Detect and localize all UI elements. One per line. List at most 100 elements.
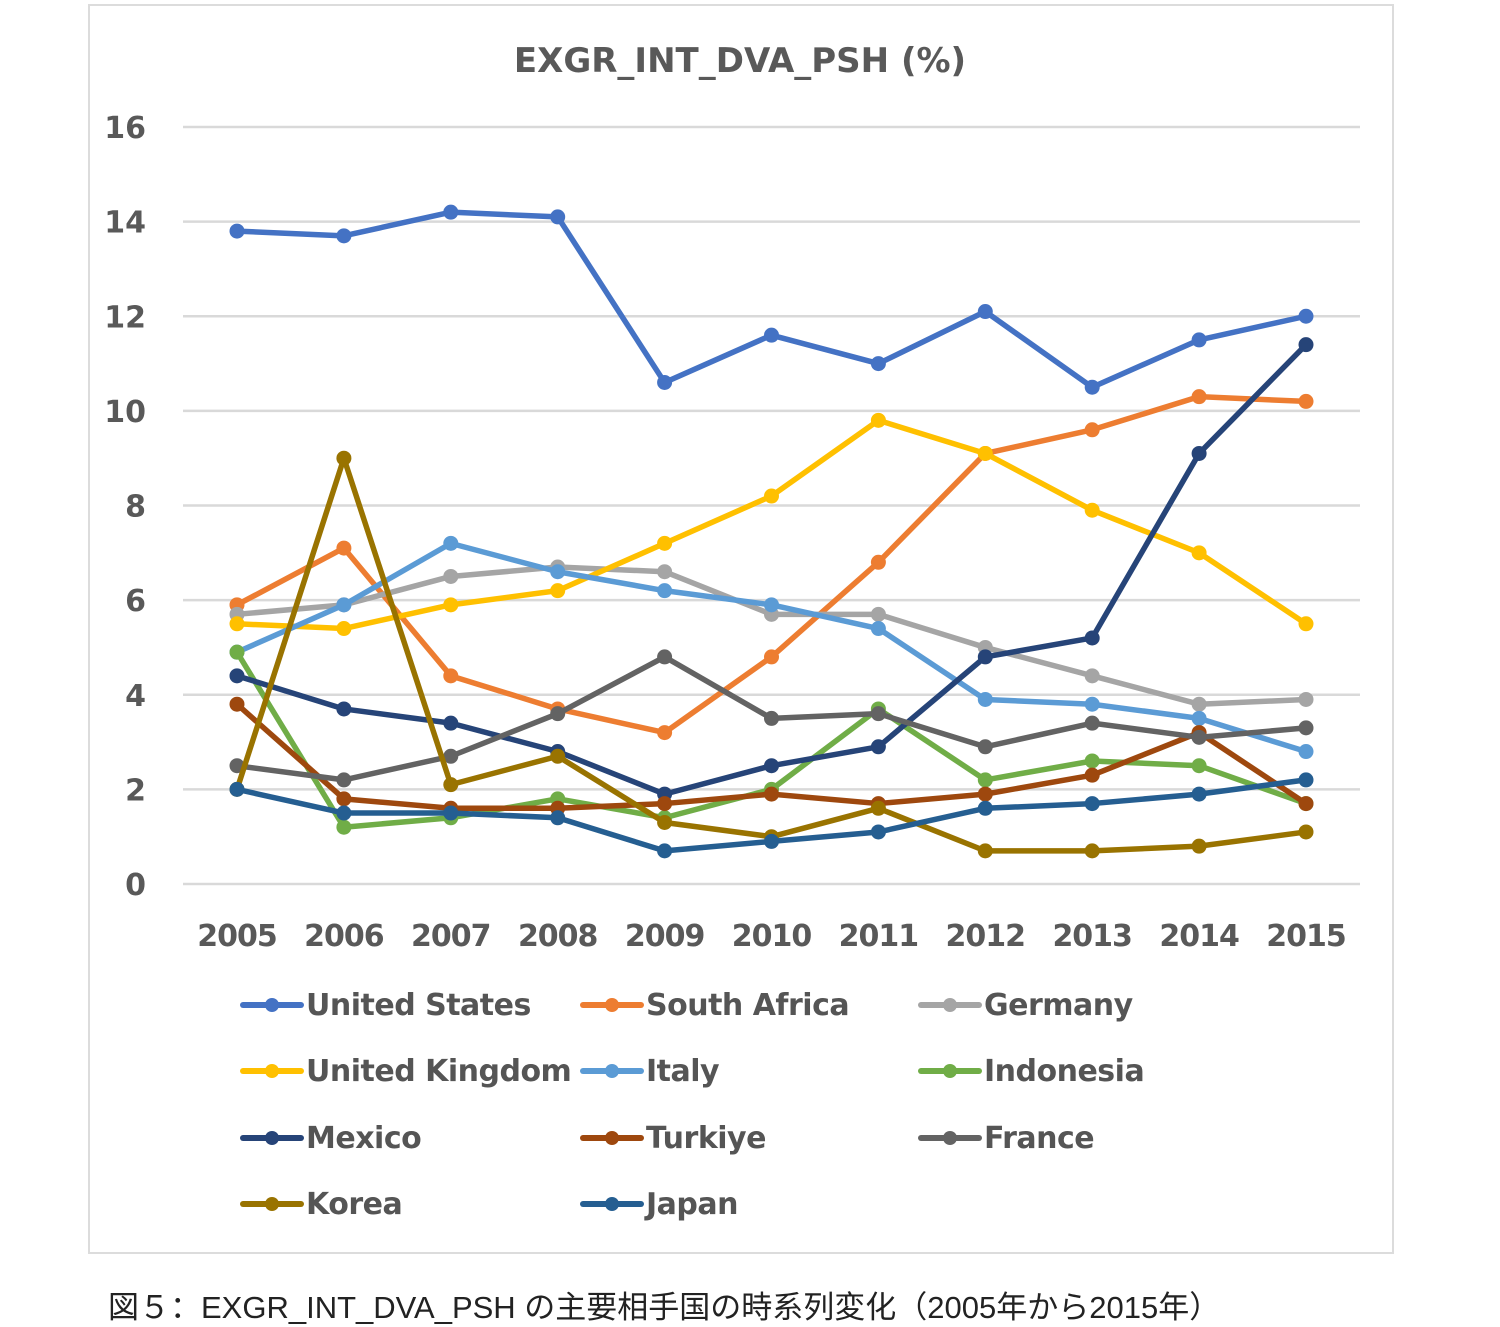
- data-point: [657, 725, 673, 741]
- data-point: [1191, 445, 1207, 461]
- data-point: [870, 706, 886, 722]
- x-tick-label: 2015: [1266, 919, 1346, 954]
- y-tick-label: 6: [125, 584, 146, 619]
- series-turkiye: [229, 696, 1314, 816]
- data-point: [1084, 843, 1100, 859]
- data-point: [229, 644, 245, 660]
- data-point: [336, 791, 352, 807]
- series-japan: [229, 772, 1314, 859]
- data-point: [1191, 696, 1207, 712]
- series-line: [234, 564, 1309, 707]
- data-point: [229, 223, 245, 239]
- data-point: [977, 739, 993, 755]
- series-line: [234, 393, 1309, 736]
- x-tick-label: 2006: [304, 919, 384, 954]
- legend-marker-icon: [918, 995, 982, 1015]
- y-tick-label: 4: [125, 679, 146, 714]
- legend-marker-icon: [918, 1061, 982, 1081]
- series-line: [234, 209, 1309, 390]
- data-point: [1298, 337, 1314, 353]
- legend-item: Japan: [580, 1184, 738, 1224]
- data-point: [1191, 389, 1207, 405]
- legend-label: Korea: [306, 1186, 403, 1222]
- data-point: [443, 204, 459, 220]
- data-point: [443, 535, 459, 551]
- legend-label: France: [984, 1120, 1095, 1156]
- data-point: [657, 796, 673, 812]
- y-tick-label: 14: [104, 206, 146, 241]
- data-point: [1084, 668, 1100, 684]
- series-south-africa: [229, 389, 1314, 741]
- legend-item: Turkiye: [580, 1118, 766, 1158]
- data-point: [1191, 332, 1207, 348]
- legend-marker-icon: [580, 1128, 644, 1148]
- y-tick-label: 8: [125, 490, 146, 525]
- data-point: [870, 554, 886, 570]
- data-point: [657, 649, 673, 665]
- data-point: [764, 327, 779, 343]
- legend-marker-icon: [240, 1194, 304, 1214]
- data-point: [1298, 308, 1314, 324]
- series-united-kingdom: [229, 412, 1314, 637]
- legend-label: Italy: [646, 1053, 720, 1089]
- data-point: [1298, 720, 1314, 736]
- legend-label: Germany: [984, 987, 1133, 1023]
- data-point: [443, 568, 459, 584]
- data-point: [977, 772, 993, 788]
- series-indonesia: [229, 644, 1314, 835]
- data-point: [870, 606, 886, 622]
- series-france: [229, 649, 1314, 788]
- data-point: [870, 800, 886, 816]
- data-point: [977, 649, 993, 665]
- data-point: [1084, 696, 1100, 712]
- legend-marker-icon: [580, 995, 644, 1015]
- series-lines: [229, 204, 1314, 859]
- data-point: [1084, 753, 1100, 769]
- data-point: [764, 833, 779, 849]
- figure-caption: 図５：EXGR_INT_DVA_PSH の主要相手国の時系列変化（2005年から…: [108, 1290, 1221, 1325]
- legend-marker-icon: [918, 1128, 982, 1148]
- data-point: [764, 488, 779, 504]
- x-tick-label: 2010: [732, 919, 812, 954]
- legend-item: Italy: [580, 1051, 720, 1091]
- legend-label: Mexico: [306, 1120, 422, 1156]
- legend-marker-icon: [240, 1061, 304, 1081]
- data-point: [550, 209, 566, 225]
- chart-title: EXGR_INT_DVA_PSH (%): [514, 41, 966, 81]
- legend-item: United States: [240, 985, 531, 1025]
- data-point: [1191, 786, 1207, 802]
- data-point: [550, 564, 566, 580]
- data-point: [764, 710, 779, 726]
- data-point: [336, 819, 352, 835]
- y-tick-label: 10: [104, 395, 146, 430]
- data-point: [657, 583, 673, 599]
- data-point: [870, 824, 886, 840]
- x-tick-label: 2012: [946, 919, 1026, 954]
- data-point: [443, 668, 459, 684]
- data-point: [1298, 772, 1314, 788]
- data-point: [1084, 796, 1100, 812]
- data-point: [764, 758, 779, 774]
- data-point: [336, 701, 352, 717]
- data-point: [1084, 379, 1100, 395]
- data-point: [1298, 796, 1314, 812]
- data-point: [764, 786, 779, 802]
- data-point: [1298, 393, 1314, 409]
- legend-label: South Africa: [646, 987, 850, 1023]
- data-point: [443, 597, 459, 613]
- x-tick-label: 2014: [1159, 919, 1239, 954]
- legend-item: Indonesia: [918, 1051, 1145, 1091]
- legend-item: Germany: [918, 985, 1133, 1025]
- data-point: [1084, 715, 1100, 731]
- data-point: [550, 810, 566, 826]
- x-tick-label: 2008: [518, 919, 598, 954]
- data-point: [977, 304, 993, 320]
- y-tick-label: 12: [104, 300, 146, 335]
- data-point: [1298, 744, 1314, 760]
- data-point: [1298, 616, 1314, 632]
- y-tick-label: 2: [125, 773, 146, 808]
- y-axis-ticks: 0 2 4 6 8 10 12 14 16: [104, 111, 146, 903]
- x-tick-label: 2013: [1052, 919, 1132, 954]
- data-point: [657, 535, 673, 551]
- data-point: [1084, 630, 1100, 646]
